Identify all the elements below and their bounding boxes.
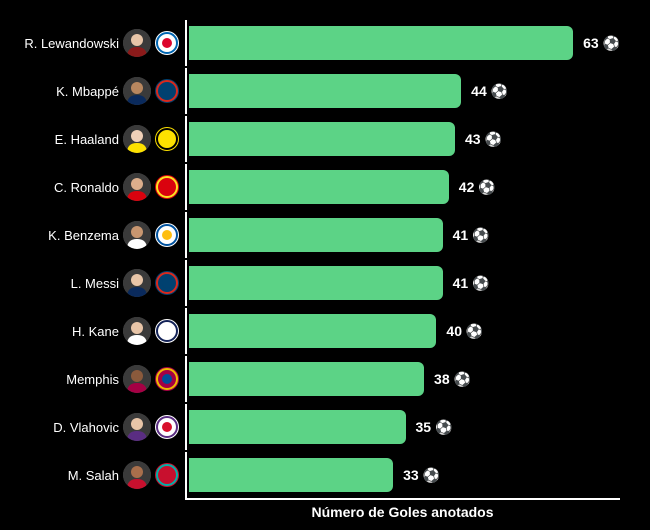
club-badge-icon [155, 31, 179, 55]
bar-column: 38 ⚽ [185, 356, 620, 402]
player-name: C. Ronaldo [54, 180, 119, 195]
bar [189, 362, 424, 396]
player-avatar-icon [123, 365, 151, 393]
bar-value: 42 ⚽ [459, 179, 496, 196]
bar [189, 122, 455, 156]
label-column: K. Mbappé [10, 77, 185, 105]
player-row: L. Messi 41 ⚽ [10, 260, 620, 306]
bar-column: 44 ⚽ [185, 68, 620, 114]
player-avatar-icon [123, 269, 151, 297]
club-badge-icon [155, 415, 179, 439]
bar-column: 43 ⚽ [185, 116, 620, 162]
player-avatar-icon [123, 461, 151, 489]
label-column: E. Haaland [10, 125, 185, 153]
club-badge-icon [155, 271, 179, 295]
bar-column: 41 ⚽ [185, 260, 620, 306]
player-avatar-icon [123, 173, 151, 201]
player-name: K. Mbappé [56, 84, 119, 99]
bar-value: 43 ⚽ [465, 131, 502, 148]
label-column: L. Messi [10, 269, 185, 297]
bar-value: 41 ⚽ [453, 227, 490, 244]
bar-column: 33 ⚽ [185, 452, 620, 498]
player-name: R. Lewandowski [24, 36, 119, 51]
bar [189, 266, 443, 300]
bar-value: 63 ⚽ [583, 35, 620, 52]
player-row: K. Mbappé 44 ⚽ [10, 68, 620, 114]
player-avatar-icon [123, 125, 151, 153]
bar [189, 26, 573, 60]
player-name: E. Haaland [55, 132, 119, 147]
bar-value: 44 ⚽ [471, 83, 508, 100]
player-name: Memphis [66, 372, 119, 387]
goals-bar-chart: R. Lewandowski 63 ⚽ K. Mbappé 44 ⚽ E. Haalan… [0, 0, 650, 530]
player-avatar-icon [123, 221, 151, 249]
player-avatar-icon [123, 29, 151, 57]
label-column: M. Salah [10, 461, 185, 489]
player-name: D. Vlahovic [53, 420, 119, 435]
bar-column: 35 ⚽ [185, 404, 620, 450]
player-row: D. Vlahovic 35 ⚽ [10, 404, 620, 450]
player-row: E. Haaland 43 ⚽ [10, 116, 620, 162]
player-avatar-icon [123, 77, 151, 105]
bar-value: 40 ⚽ [446, 323, 483, 340]
bar [189, 410, 406, 444]
club-badge-icon [155, 79, 179, 103]
player-name: K. Benzema [48, 228, 119, 243]
label-column: H. Kane [10, 317, 185, 345]
bar-value: 41 ⚽ [453, 275, 490, 292]
label-column: K. Benzema [10, 221, 185, 249]
bar-value: 33 ⚽ [403, 467, 440, 484]
bar [189, 170, 449, 204]
bar [189, 218, 443, 252]
player-name: L. Messi [71, 276, 119, 291]
bar-column: 41 ⚽ [185, 212, 620, 258]
player-name: H. Kane [72, 324, 119, 339]
bar-value: 38 ⚽ [434, 371, 471, 388]
bar-column: 40 ⚽ [185, 308, 620, 354]
club-badge-icon [155, 175, 179, 199]
bar-column: 63 ⚽ [185, 20, 620, 66]
player-row: C. Ronaldo 42 ⚽ [10, 164, 620, 210]
player-avatar-icon [123, 413, 151, 441]
bar-value: 35 ⚽ [416, 419, 453, 436]
x-axis-label: Número de Goles anotados [185, 504, 620, 520]
club-badge-icon [155, 223, 179, 247]
player-name: M. Salah [68, 468, 119, 483]
player-row: H. Kane 40 ⚽ [10, 308, 620, 354]
club-badge-icon [155, 319, 179, 343]
player-row: M. Salah 33 ⚽ [10, 452, 620, 498]
player-avatar-icon [123, 317, 151, 345]
bar [189, 314, 436, 348]
label-column: R. Lewandowski [10, 29, 185, 57]
label-column: Memphis [10, 365, 185, 393]
label-column: D. Vlahovic [10, 413, 185, 441]
club-badge-icon [155, 367, 179, 391]
player-row: K. Benzema 41 ⚽ [10, 212, 620, 258]
player-row: R. Lewandowski 63 ⚽ [10, 20, 620, 66]
x-axis-line [185, 498, 620, 500]
bar [189, 74, 461, 108]
label-column: C. Ronaldo [10, 173, 185, 201]
bar-column: 42 ⚽ [185, 164, 620, 210]
club-badge-icon [155, 127, 179, 151]
player-row: Memphis 38 ⚽ [10, 356, 620, 402]
bar [189, 458, 393, 492]
club-badge-icon [155, 463, 179, 487]
